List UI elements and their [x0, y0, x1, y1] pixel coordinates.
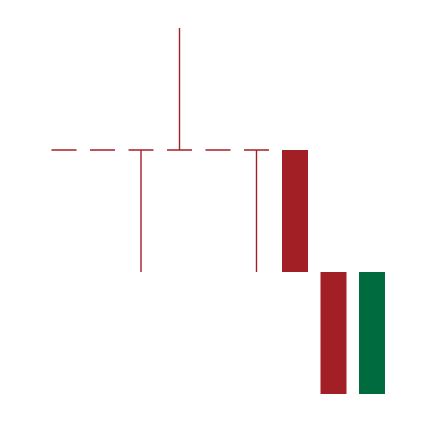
candle-8: [320, 272, 347, 394]
candle-9: [359, 272, 385, 394]
candle-7: [282, 150, 308, 272]
candle-4: [167, 28, 192, 151]
candle-6: [244, 149, 269, 272]
candle-body: [320, 272, 347, 394]
candle-body: [359, 272, 385, 394]
candle-3: [128, 149, 154, 272]
candle-body: [282, 150, 308, 272]
